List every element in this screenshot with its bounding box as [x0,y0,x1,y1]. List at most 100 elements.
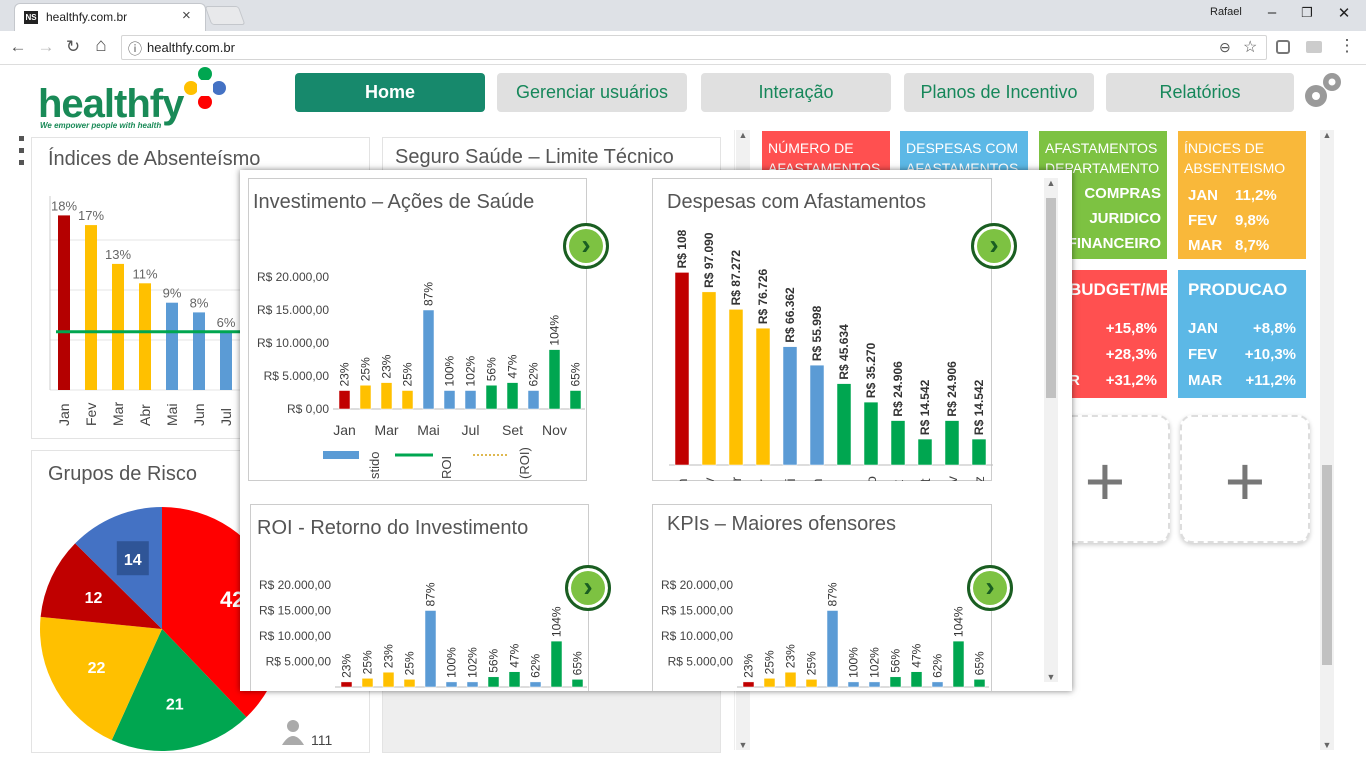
kpi-right-scrollbar[interactable]: ▲ ▼ [1320,130,1334,750]
back-icon[interactable]: ← [9,37,27,56]
bar [112,263,124,390]
browser-tab-bar: NS healthfy.com.br × Rafael – ❐ ✕ [0,0,1366,31]
zoom-icon[interactable]: ⊖ [1219,39,1231,55]
nav-planos-de-incentivo[interactable]: Planos de Incentivo [904,73,1094,112]
kpi-month: JAN [1188,187,1219,204]
menu-icon[interactable]: ⋮ [1338,36,1356,55]
add-widget-button[interactable]: + [1180,415,1310,543]
data-label: 102% [868,647,882,678]
data-label: 25% [401,362,415,386]
scroll-down-icon[interactable]: ▼ [1046,672,1056,682]
x-tick-label: Jul [218,408,234,426]
scroll-thumb[interactable] [1046,198,1056,398]
info-icon[interactable]: ⓘ [128,41,142,57]
y-tick-label: R$ 15.000,00 [661,604,733,618]
data-label: 25% [361,650,375,674]
nav-relatorios[interactable]: Relatórios [1106,73,1294,112]
x-tick-label: Jul [462,422,480,438]
roi-chart: R$ 5.000,00 R$ 10.000,00 R$ 15.000,00 R$ 20… [259,578,587,688]
close-window-icon[interactable]: ✕ [1337,5,1351,22]
x-tick-label: Jun [809,478,825,481]
nav-home[interactable]: Home [295,73,485,112]
data-label: 104% [952,606,966,637]
bar [847,681,860,688]
scroll-down-icon[interactable]: ▼ [1322,740,1332,750]
bar [527,390,540,410]
pie-label: 21 [166,697,184,714]
bar [742,681,755,688]
bar [973,679,986,688]
nav-interacao[interactable]: Interação [701,73,891,112]
bar [868,681,881,688]
x-tick-label: Nov [542,422,567,438]
modal-scrollbar[interactable]: ▲ ▼ [1044,178,1058,682]
cast-icon[interactable] [1306,41,1322,53]
data-label: 18% [51,198,77,213]
legend-label: ROI [439,456,454,479]
investimento-go-button[interactable]: › [563,223,609,269]
bar [424,610,437,688]
close-tab-icon[interactable]: × [182,7,191,24]
data-label: 9% [163,286,182,301]
settings-gear-icon[interactable] [1298,66,1348,114]
bar [382,671,395,688]
home-icon[interactable]: ⌂ [95,35,107,56]
roi-go-button[interactable]: › [565,565,611,611]
data-label: R$ 24.906 [945,361,959,417]
healthfy-logo[interactable]: healthfy We empower people with health [38,66,238,132]
despesas-go-button[interactable]: › [971,223,1017,269]
kpis-go-button[interactable]: › [967,565,1013,611]
nav-gerenciar-usuarios[interactable]: Gerenciar usuários [497,73,687,112]
extension-icon[interactable] [1276,40,1290,54]
data-label: 62% [527,362,541,386]
bar [220,331,232,390]
data-label: 13% [105,247,131,262]
kpi-producao[interactable]: PRODUCAO JAN +8,8% FEV +10,3% MAR +11,2% [1178,270,1306,398]
kpi-month: MAR [1188,372,1223,389]
kpi-value: +11,2% [1245,372,1296,389]
pie-label: 14 [124,552,142,569]
bar [464,390,477,410]
browser-tab[interactable]: NS healthfy.com.br × [14,3,206,31]
scroll-down-icon[interactable]: ▼ [738,740,748,750]
data-label: 23% [784,644,798,668]
bar [809,364,825,466]
bar [836,383,852,466]
scroll-up-icon[interactable]: ▲ [1322,130,1332,140]
forward-icon[interactable]: → [37,37,55,56]
kpi-indices-absenteismo[interactable]: ÍNDICES DE ABSENTEISMO JAN 11,2% FEV 9,8… [1178,131,1306,259]
scroll-thumb[interactable] [1322,465,1332,665]
data-label: R$ 66.362 [783,287,797,343]
bar [401,390,414,410]
data-label: 23% [338,362,352,386]
despesas-chart: R$ 108.000 R$ 97.090 R$ 87.272 R$ 76.726 R$ … [669,229,993,481]
bar [674,272,690,466]
url-text[interactable]: healthfy.com.br [147,40,235,55]
scroll-up-icon[interactable]: ▲ [738,130,748,140]
new-tab-button[interactable] [204,6,246,25]
maximize-icon[interactable]: ❐ [1301,5,1313,20]
data-label: 102% [464,355,478,386]
x-tick-label: Dez [971,476,987,481]
data-label: 25% [403,651,417,675]
bar [193,312,205,390]
x-tick-label: Jan [56,403,72,426]
logo-text: healthfy [38,82,184,126]
reload-icon[interactable]: ↻ [65,37,81,56]
profile-name[interactable]: Rafael [1210,6,1242,18]
data-label: 8% [190,295,209,310]
seguro-title: Seguro Saúde – Limite Técnico [395,146,674,168]
data-label: 56% [487,648,501,672]
scroll-up-icon[interactable]: ▲ [1046,178,1056,188]
address-bar[interactable]: ⓘ healthfy.com.br ⊖ ☆ [121,35,1267,60]
bar [910,671,923,688]
drag-handle-icon[interactable] [19,136,25,170]
legend-label: (ROI) [517,447,532,479]
bar [889,676,902,688]
bookmark-star-icon[interactable]: ☆ [1243,39,1258,56]
x-tick-label: Fev [701,478,717,481]
bar [380,382,393,410]
minimize-icon[interactable]: – [1267,4,1277,21]
data-label: 23% [742,654,756,678]
kpi-month: MAR [1188,237,1223,254]
